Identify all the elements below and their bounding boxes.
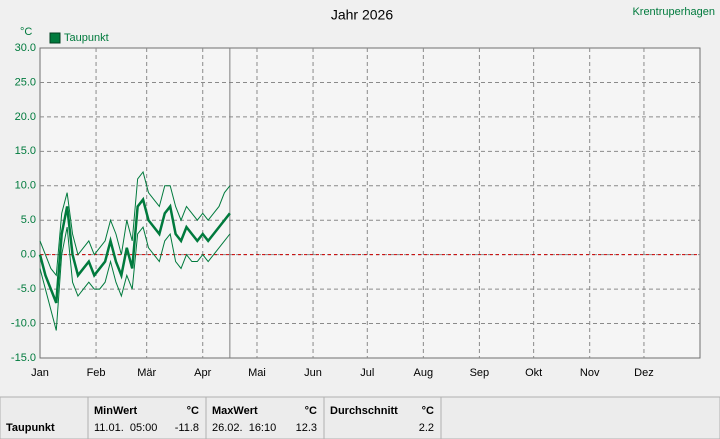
x-tick-label: Apr	[194, 367, 211, 379]
row-label: Taupunkt	[6, 422, 55, 434]
y-tick-label: -15.0	[11, 352, 36, 364]
y-tick-label: -5.0	[17, 283, 36, 295]
summary-panel	[0, 396, 720, 439]
y-tick-label: 25.0	[15, 76, 36, 88]
x-tick-label: Jul	[360, 367, 374, 379]
max-time: 26.02. 16:10	[212, 422, 276, 434]
avg-value: 2.2	[419, 422, 434, 434]
legend-swatch	[49, 32, 61, 44]
y-tick-label: 5.0	[21, 214, 36, 226]
y-tick-label: -10.0	[11, 317, 36, 329]
y-tick-label: 15.0	[15, 145, 36, 157]
x-tick-label: Dez	[634, 367, 654, 379]
avg-header: Durchschnitt	[330, 405, 398, 417]
y-unit: °C	[20, 26, 32, 38]
x-tick-label: Nov	[580, 367, 600, 379]
y-tick-label: 20.0	[15, 111, 36, 123]
max-value: 12.3	[296, 422, 317, 434]
y-tick-label: 30.0	[15, 42, 36, 54]
y-tick-label: 10.0	[15, 180, 36, 192]
y-tick-label: 0.0	[21, 249, 36, 261]
x-tick-label: Jan	[31, 367, 49, 379]
series-line	[38, 196, 231, 304]
x-tick-label: Aug	[414, 367, 434, 379]
series-line	[39, 226, 231, 331]
avg-unit: °C	[422, 405, 434, 417]
min-header: MinWert	[94, 405, 138, 417]
chart-title: Jahr 2026	[331, 7, 393, 23]
x-tick-label: Jun	[304, 367, 322, 379]
x-tick-label: Sep	[470, 367, 490, 379]
max-header: MaxWert	[212, 405, 258, 417]
min-unit: °C	[187, 405, 199, 417]
x-tick-label: Okt	[525, 367, 542, 379]
x-tick-label: Feb	[87, 367, 106, 379]
x-tick-label: Mai	[248, 367, 266, 379]
series-line	[39, 170, 231, 277]
max-unit: °C	[305, 405, 317, 417]
x-tick-label: Mär	[137, 367, 156, 379]
min-value: -11.8	[175, 422, 199, 434]
legend-label: Taupunkt	[64, 32, 109, 44]
location: Krentruperhagen	[632, 6, 715, 18]
min-time: 11.01. 05:00	[94, 422, 157, 434]
